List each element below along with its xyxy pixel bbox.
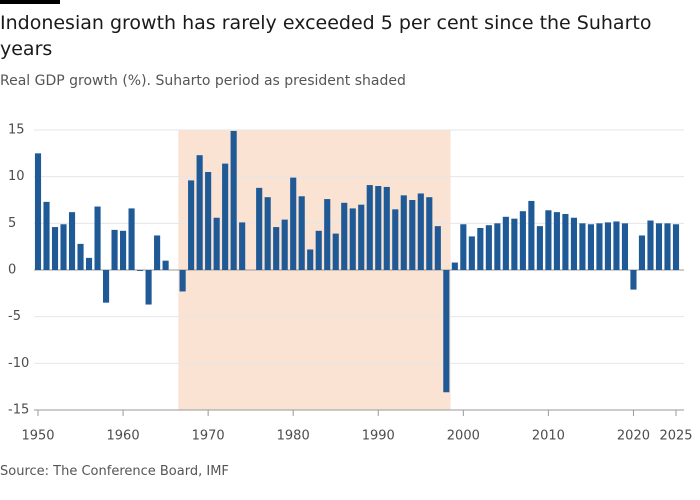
bar (145, 270, 152, 305)
bar (630, 270, 637, 290)
bar (528, 200, 535, 270)
x-tick-label: 1980 (277, 429, 310, 444)
bar (613, 221, 620, 270)
bar (154, 235, 161, 270)
bar (205, 172, 212, 270)
bar (451, 262, 458, 270)
bar (434, 226, 441, 270)
bar (545, 210, 552, 270)
y-tick-label: 15 (8, 123, 25, 138)
bar (596, 223, 603, 270)
source-note: Source: The Conference Board, IMF (0, 464, 229, 479)
bar (553, 212, 560, 270)
bar (256, 187, 263, 270)
bar (128, 208, 135, 270)
bar (290, 177, 297, 270)
bar (468, 236, 475, 270)
bar (298, 196, 305, 270)
bar (281, 219, 288, 270)
bar (307, 249, 314, 270)
bar (196, 155, 203, 270)
bar (137, 270, 144, 271)
bar (647, 220, 654, 270)
bar (34, 153, 42, 270)
bar (443, 270, 450, 393)
bar (672, 224, 680, 270)
bar (383, 186, 390, 270)
y-tick-label: -15 (8, 403, 29, 418)
x-tick-label: 1960 (107, 429, 140, 444)
bar (570, 217, 577, 270)
bar (94, 206, 101, 270)
bar (579, 223, 586, 270)
bar (85, 257, 93, 270)
y-tick-label: -10 (8, 356, 29, 371)
bar (409, 200, 416, 270)
bar (332, 233, 339, 270)
bar (494, 223, 501, 270)
bar (230, 130, 237, 270)
bar (400, 195, 407, 270)
bar (111, 229, 118, 270)
bar (358, 204, 365, 270)
bar (655, 223, 663, 270)
bar (51, 227, 59, 270)
bar (477, 228, 484, 270)
bar (77, 243, 84, 270)
x-tick-label: 1950 (21, 429, 54, 444)
bar (664, 223, 671, 270)
y-tick-label: -5 (8, 309, 21, 324)
y-tick-label: 10 (8, 169, 25, 184)
bar (222, 163, 229, 270)
bar (120, 230, 127, 270)
bar (213, 217, 220, 270)
bar (460, 224, 467, 270)
bar (273, 227, 280, 270)
bar (324, 199, 331, 270)
bar (511, 218, 518, 270)
x-tick-label: 2025 (659, 429, 692, 444)
bar (162, 260, 169, 270)
logo-bar (0, 0, 60, 4)
chart-title: Indonesian growth has rarely exceeded 5 … (0, 12, 652, 60)
bar (264, 197, 271, 270)
bar (315, 230, 322, 270)
x-tick-label: 2000 (447, 429, 480, 444)
bar (502, 216, 509, 270)
bar (366, 185, 373, 270)
bar (349, 208, 356, 270)
x-tick-label: 2020 (617, 429, 650, 444)
bar (179, 270, 186, 292)
x-tick-label: 1990 (362, 429, 395, 444)
bar (638, 235, 646, 270)
y-tick-label: 0 (8, 263, 16, 278)
bar (188, 180, 195, 270)
bar (417, 193, 424, 270)
bar (68, 212, 76, 270)
x-tick-label: 2010 (532, 429, 565, 444)
bar (485, 225, 492, 270)
bar (375, 186, 382, 270)
bar (239, 222, 246, 270)
bar (562, 214, 569, 270)
bar (426, 197, 433, 270)
bar (341, 202, 348, 270)
bar (102, 270, 110, 303)
y-tick-label: 5 (8, 216, 16, 231)
bar (519, 211, 526, 270)
bar (587, 224, 594, 270)
chart-subtitle: Real GDP growth (%). Suharto period as p… (0, 73, 406, 89)
bar (604, 222, 612, 270)
bar (60, 224, 67, 270)
bar (43, 201, 50, 270)
bar (392, 209, 399, 270)
x-tick-label: 1970 (192, 429, 225, 444)
bar (536, 226, 543, 270)
bar (621, 223, 629, 270)
